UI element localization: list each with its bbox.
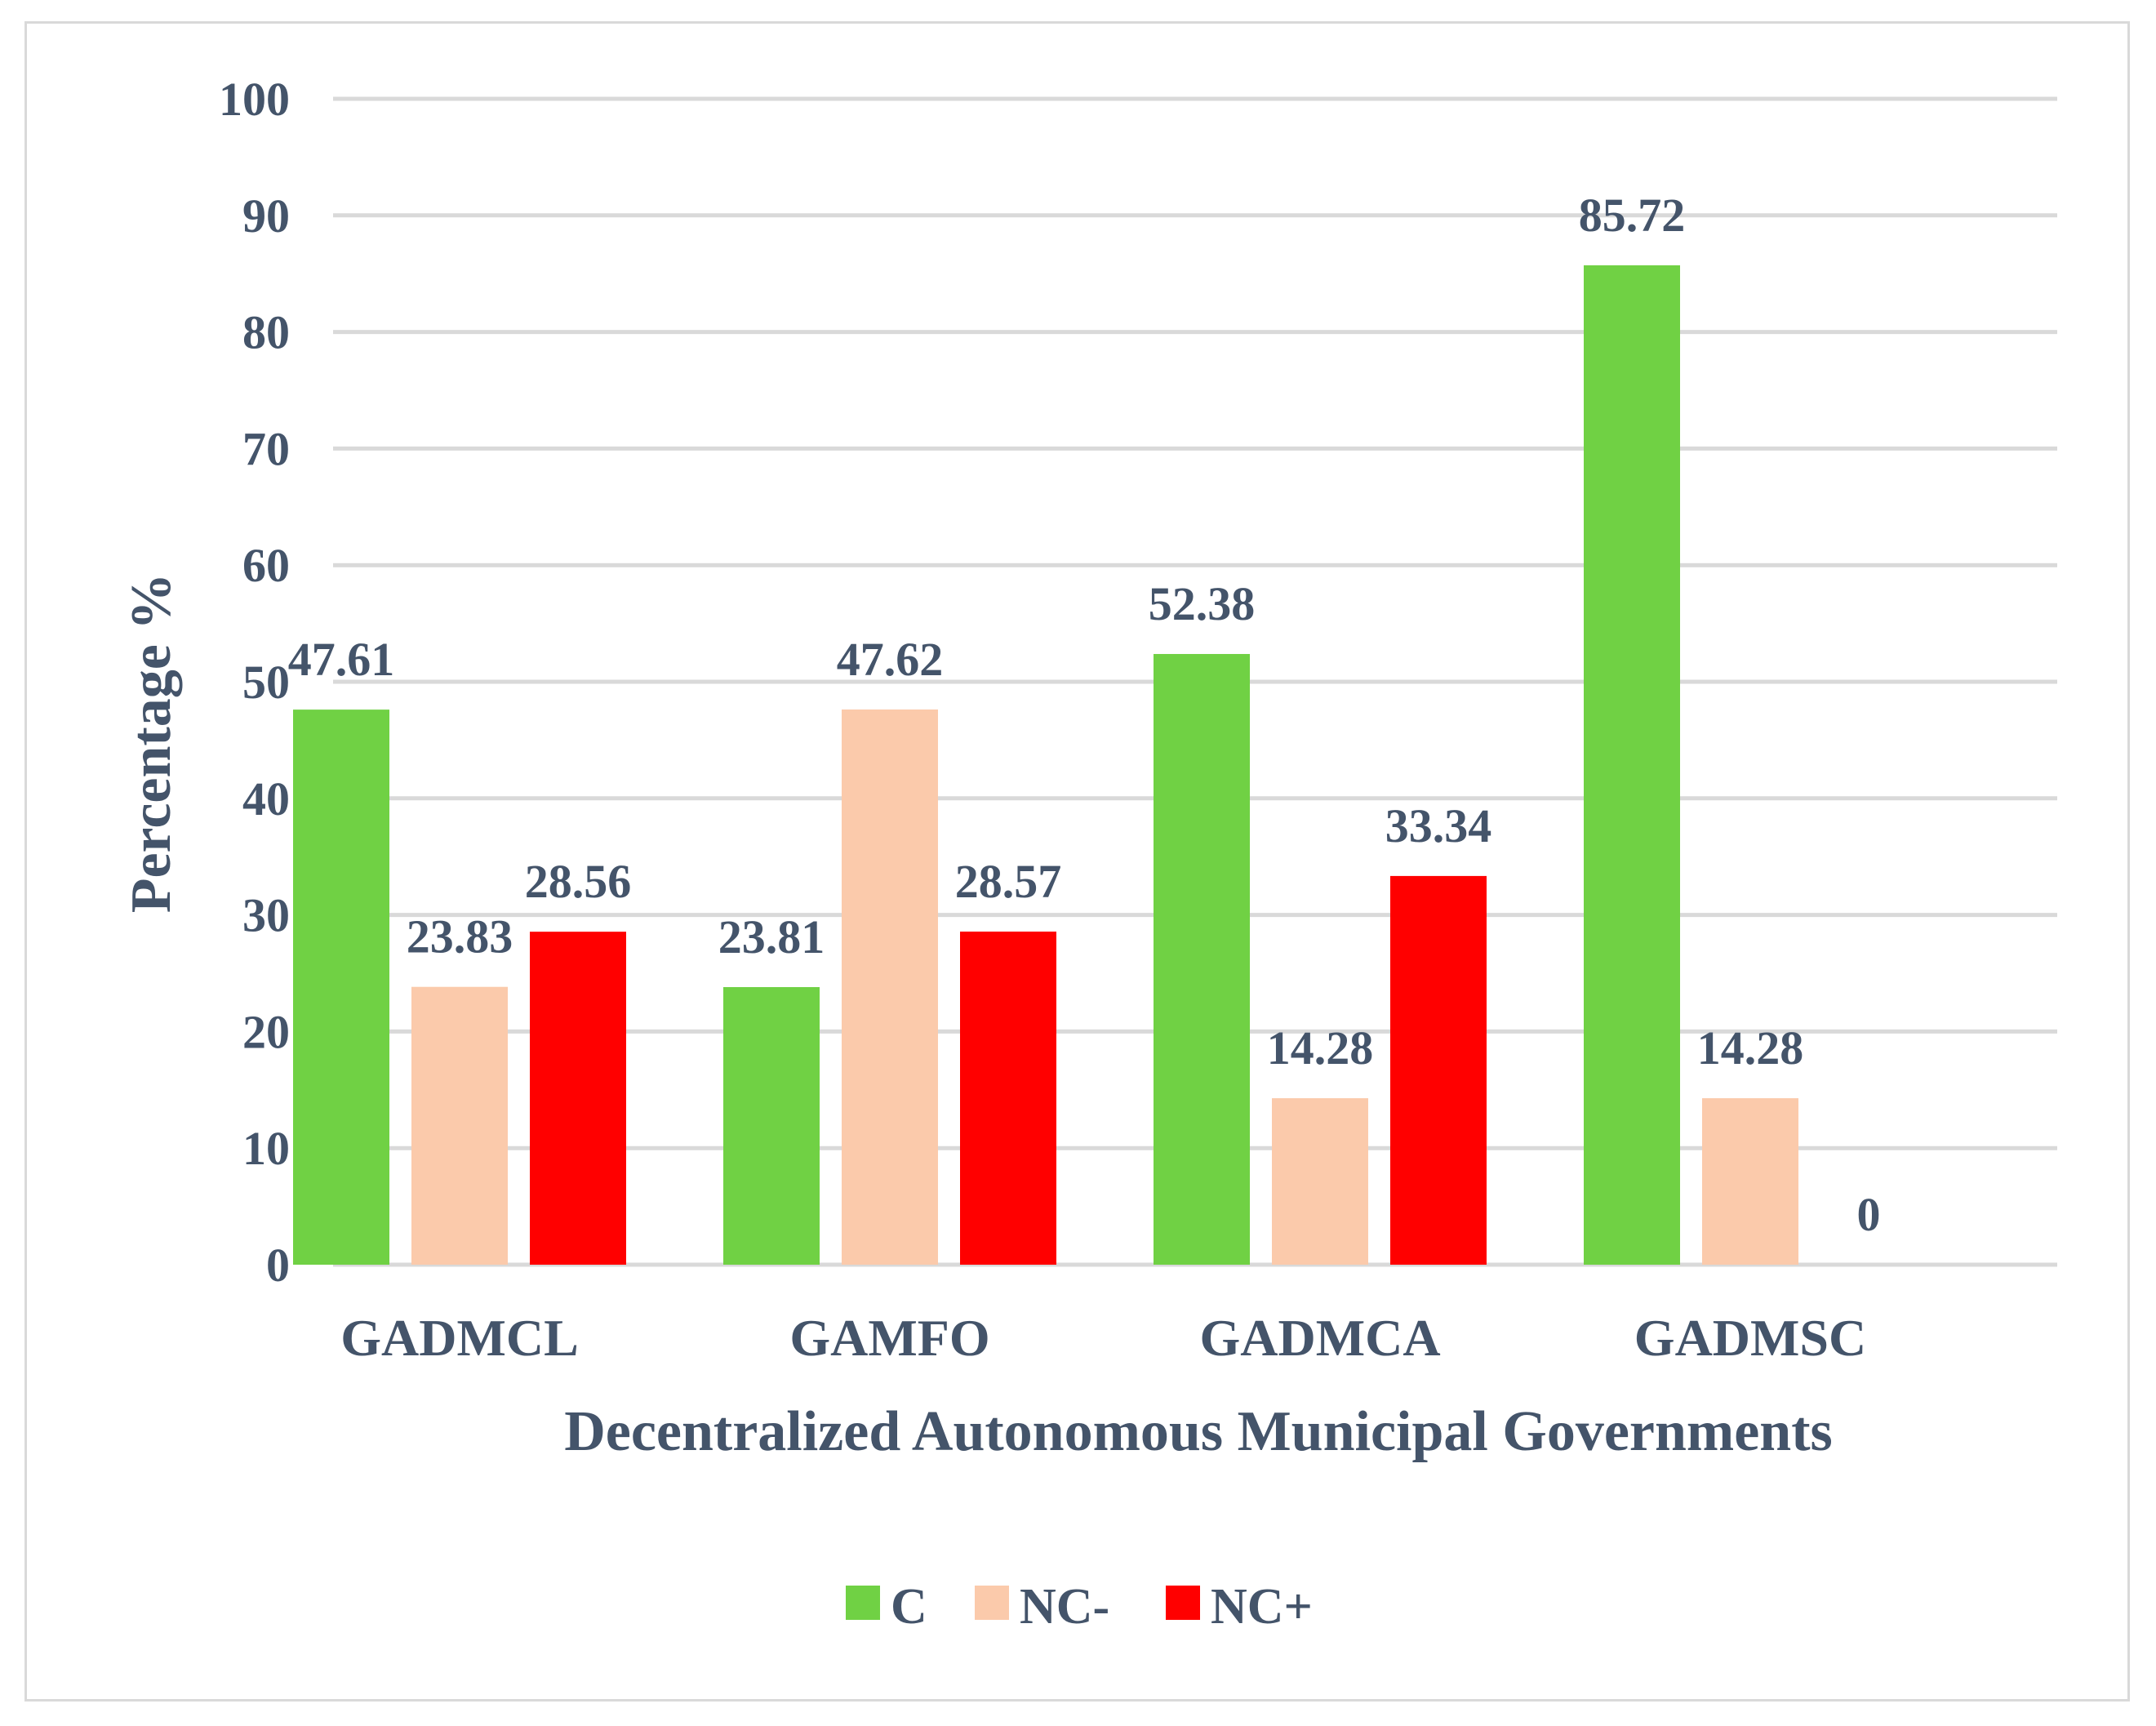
data-label-NC--GADMCL: 23.83 bbox=[407, 910, 513, 963]
legend-label: NC+ bbox=[1211, 1579, 1313, 1635]
y-tick-label: 50 bbox=[242, 656, 290, 709]
bar-C-GAMFO bbox=[723, 986, 820, 1265]
legend-swatch bbox=[1166, 1586, 1200, 1620]
x-category-label: GADMCA bbox=[1199, 1309, 1440, 1367]
legend: C NC- NC+ bbox=[846, 1579, 1313, 1635]
legend-item-NC+: NC+ bbox=[1166, 1579, 1313, 1635]
data-label-NC+-GAMFO: 28.57 bbox=[955, 855, 1062, 908]
y-tick-label: 100 bbox=[219, 73, 290, 126]
data-label-NC--GADMSC: 14.28 bbox=[1697, 1021, 1804, 1074]
y-tick-label: 70 bbox=[242, 422, 290, 475]
y-tick-label: 10 bbox=[242, 1122, 290, 1175]
y-tick-label: 0 bbox=[266, 1239, 290, 1292]
data-label-NC--GADMCA: 14.28 bbox=[1267, 1021, 1374, 1074]
legend-label: NC- bbox=[1020, 1579, 1109, 1635]
bars bbox=[293, 265, 1798, 1265]
data-label-C-GAMFO: 23.81 bbox=[718, 910, 825, 963]
y-axis-ticks: 0 10 20 30 40 50 60 70 80 90 100 bbox=[219, 73, 290, 1292]
bar-NC--GADMCA bbox=[1272, 1098, 1368, 1265]
y-tick-label: 40 bbox=[242, 772, 290, 825]
data-label-C-GADMCL: 47.61 bbox=[288, 633, 395, 686]
x-axis-title: Decentralized Autonomous Municipal Gover… bbox=[564, 1400, 1833, 1463]
bar-C-GADMCL bbox=[293, 710, 389, 1265]
legend-swatch bbox=[975, 1586, 1009, 1620]
x-axis-categories: GADMCL GAMFO GADMCA GADMSC bbox=[340, 1309, 1866, 1367]
y-axis-title: Percentage % bbox=[120, 573, 183, 914]
bar-NC+-GADMCA bbox=[1390, 875, 1487, 1265]
bar-NC--GADMSC bbox=[1702, 1098, 1798, 1265]
bar-NC+-GAMFO bbox=[960, 932, 1056, 1265]
data-label-NC--GAMFO: 47.62 bbox=[837, 633, 944, 686]
legend-label: C bbox=[891, 1579, 927, 1635]
data-label-NC+-GADMCL: 28.56 bbox=[525, 855, 632, 908]
data-label-C-GADMCA: 52.38 bbox=[1149, 577, 1256, 630]
x-category-label: GADMCL bbox=[340, 1309, 579, 1367]
data-label-NC+-GADMSC: 0 bbox=[1857, 1188, 1881, 1241]
legend-item-C: C bbox=[846, 1579, 927, 1635]
y-tick-label: 80 bbox=[242, 306, 290, 359]
bar-C-GADMCA bbox=[1154, 654, 1250, 1265]
legend-item-NC-: NC- bbox=[975, 1579, 1109, 1635]
data-label-C-GADMSC: 85.72 bbox=[1579, 189, 1686, 242]
y-tick-label: 60 bbox=[242, 539, 290, 592]
bar-NC--GADMCL bbox=[411, 986, 508, 1265]
y-tick-label: 20 bbox=[242, 1005, 290, 1058]
bar-NC--GAMFO bbox=[842, 709, 938, 1265]
legend-swatch bbox=[846, 1586, 880, 1620]
y-tick-label: 30 bbox=[242, 889, 290, 942]
bar-NC+-GADMCL bbox=[530, 932, 626, 1265]
data-label-NC+-GADMCA: 33.34 bbox=[1385, 799, 1492, 852]
x-category-label: GAMFO bbox=[789, 1309, 989, 1367]
y-tick-label: 90 bbox=[242, 189, 290, 242]
data-labels: 47.61 23.81 52.38 85.72 23.83 47.62 14.28 14.28… bbox=[288, 189, 1881, 1241]
bar-C-GADMSC bbox=[1584, 265, 1680, 1265]
x-category-label: GADMSC bbox=[1634, 1309, 1866, 1367]
